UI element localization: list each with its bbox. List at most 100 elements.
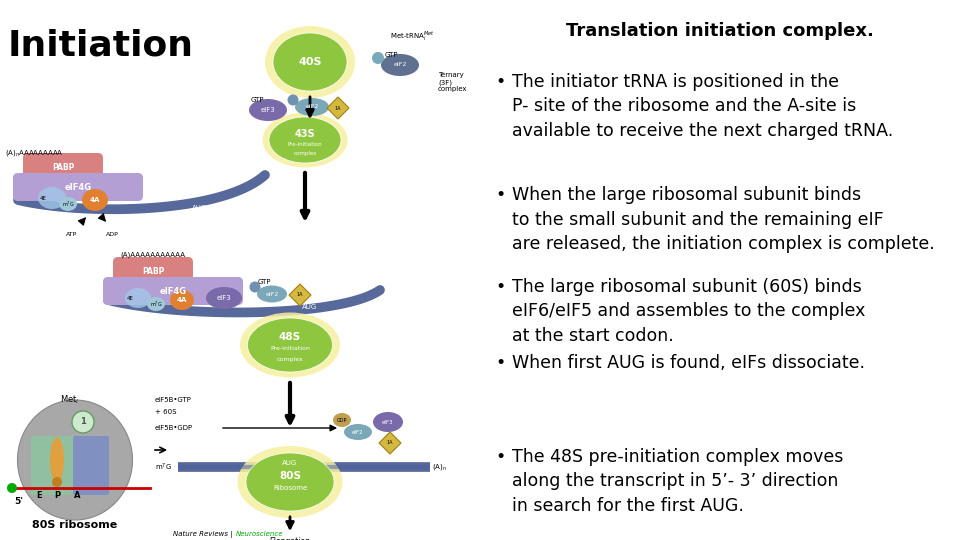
Text: •: • bbox=[495, 448, 505, 466]
Text: 80S: 80S bbox=[279, 471, 301, 481]
Ellipse shape bbox=[333, 413, 351, 427]
Text: Nature Reviews |: Nature Reviews | bbox=[173, 530, 235, 537]
Text: Pre-initiation: Pre-initiation bbox=[288, 143, 323, 147]
Text: AUG: AUG bbox=[302, 304, 318, 310]
Circle shape bbox=[72, 411, 94, 433]
Text: Neuroscience: Neuroscience bbox=[236, 531, 283, 537]
Text: 1A: 1A bbox=[335, 105, 341, 111]
Text: m$^7$G: m$^7$G bbox=[150, 299, 162, 309]
Ellipse shape bbox=[250, 281, 260, 293]
Ellipse shape bbox=[147, 297, 165, 311]
Ellipse shape bbox=[59, 197, 77, 211]
Text: + 60S: + 60S bbox=[155, 409, 177, 415]
Ellipse shape bbox=[237, 446, 343, 518]
Text: ATP: ATP bbox=[66, 232, 78, 237]
Polygon shape bbox=[327, 97, 349, 119]
Text: 4A: 4A bbox=[177, 297, 187, 303]
Text: When first AUG is found, eIFs dissociate.: When first AUG is found, eIFs dissociate… bbox=[512, 354, 865, 372]
Text: Elongation: Elongation bbox=[270, 537, 310, 540]
Text: Met$_i$: Met$_i$ bbox=[60, 394, 80, 406]
Text: eIF2: eIF2 bbox=[305, 105, 319, 110]
Text: PABP: PABP bbox=[52, 163, 74, 172]
Ellipse shape bbox=[248, 318, 332, 372]
Text: Ternary
(3F)
complex: Ternary (3F) complex bbox=[438, 72, 468, 92]
Text: eIF5B•GTP: eIF5B•GTP bbox=[155, 397, 192, 403]
Text: •: • bbox=[495, 354, 505, 372]
Text: •: • bbox=[495, 73, 505, 91]
Polygon shape bbox=[379, 432, 401, 454]
Text: A: A bbox=[74, 490, 81, 500]
Text: Initiation: Initiation bbox=[8, 28, 194, 62]
Text: m$^7$G: m$^7$G bbox=[155, 461, 172, 472]
Text: 40S: 40S bbox=[299, 57, 322, 67]
Text: GTP: GTP bbox=[257, 279, 271, 285]
Text: GTP: GTP bbox=[251, 97, 264, 103]
Ellipse shape bbox=[125, 288, 151, 308]
Text: complex: complex bbox=[276, 356, 303, 361]
FancyBboxPatch shape bbox=[13, 173, 143, 201]
Text: 43S: 43S bbox=[295, 129, 315, 139]
Text: Translation initiation complex.: Translation initiation complex. bbox=[566, 22, 874, 40]
Text: eIF4G: eIF4G bbox=[159, 287, 186, 295]
Text: GTP: GTP bbox=[385, 52, 398, 58]
Polygon shape bbox=[289, 284, 311, 306]
Ellipse shape bbox=[17, 400, 132, 520]
Text: 1A: 1A bbox=[297, 293, 303, 298]
Ellipse shape bbox=[7, 483, 17, 493]
Ellipse shape bbox=[257, 286, 287, 302]
Ellipse shape bbox=[287, 94, 299, 105]
FancyBboxPatch shape bbox=[23, 153, 103, 181]
Text: •: • bbox=[495, 186, 505, 204]
FancyBboxPatch shape bbox=[103, 277, 243, 305]
Text: eIF4G: eIF4G bbox=[64, 183, 91, 192]
Ellipse shape bbox=[240, 313, 340, 377]
Text: Ribosome: Ribosome bbox=[273, 485, 307, 491]
Text: When the large ribosomal subunit binds
to the small subunit and the remaining eI: When the large ribosomal subunit binds t… bbox=[512, 186, 935, 253]
Text: The large ribosomal subunit (60S) binds
eIF6/eIF5 and assembles to the complex
a: The large ribosomal subunit (60S) binds … bbox=[512, 278, 865, 345]
Text: eIF3: eIF3 bbox=[260, 107, 276, 113]
Ellipse shape bbox=[246, 453, 334, 511]
FancyBboxPatch shape bbox=[31, 436, 75, 495]
Text: P: P bbox=[54, 490, 60, 500]
Text: The initiator tRNA is positioned in the
P- site of the ribosome and the A-site i: The initiator tRNA is positioned in the … bbox=[512, 73, 893, 139]
Text: eIF3: eIF3 bbox=[217, 295, 231, 301]
Text: PABP: PABP bbox=[142, 267, 164, 275]
Text: ADP: ADP bbox=[106, 232, 118, 237]
Ellipse shape bbox=[38, 187, 66, 209]
Text: 4E: 4E bbox=[127, 295, 133, 300]
Text: (A)$_n$AAAAAAAAA: (A)$_n$AAAAAAAAA bbox=[5, 148, 63, 158]
Text: 1: 1 bbox=[80, 417, 86, 427]
Ellipse shape bbox=[373, 412, 403, 432]
Ellipse shape bbox=[295, 98, 329, 116]
Ellipse shape bbox=[170, 290, 194, 310]
Ellipse shape bbox=[82, 189, 108, 211]
Text: complex: complex bbox=[294, 152, 317, 157]
Ellipse shape bbox=[249, 99, 287, 121]
Ellipse shape bbox=[265, 26, 355, 98]
Text: eIF3: eIF3 bbox=[382, 420, 394, 424]
Ellipse shape bbox=[262, 112, 348, 167]
Text: (A)AAAAAAAAAAA: (A)AAAAAAAAAAA bbox=[120, 252, 185, 258]
Text: eIF2: eIF2 bbox=[352, 429, 364, 435]
Text: 4A: 4A bbox=[90, 197, 100, 203]
Ellipse shape bbox=[381, 54, 419, 76]
Text: AUG: AUG bbox=[192, 205, 207, 211]
Text: 4E: 4E bbox=[39, 195, 46, 200]
Ellipse shape bbox=[344, 424, 372, 440]
Text: eIF2: eIF2 bbox=[265, 292, 278, 296]
Text: (A)$_n$: (A)$_n$ bbox=[432, 462, 447, 472]
Text: eIF2: eIF2 bbox=[394, 63, 407, 68]
Text: E: E bbox=[36, 490, 42, 500]
Text: m$^7$G: m$^7$G bbox=[61, 199, 74, 208]
Ellipse shape bbox=[269, 117, 341, 163]
Ellipse shape bbox=[206, 287, 242, 309]
Ellipse shape bbox=[273, 33, 347, 91]
Text: 48S: 48S bbox=[279, 332, 301, 342]
Ellipse shape bbox=[372, 52, 384, 64]
Ellipse shape bbox=[50, 437, 64, 483]
Text: Pre-initiation: Pre-initiation bbox=[270, 347, 310, 352]
Text: AUG: AUG bbox=[282, 460, 298, 466]
Text: The 48S pre-initiation complex moves
along the transcript in 5’- 3’ direction
in: The 48S pre-initiation complex moves alo… bbox=[512, 448, 844, 515]
Text: 5': 5' bbox=[14, 497, 23, 507]
Text: 80S ribosome: 80S ribosome bbox=[33, 520, 118, 530]
